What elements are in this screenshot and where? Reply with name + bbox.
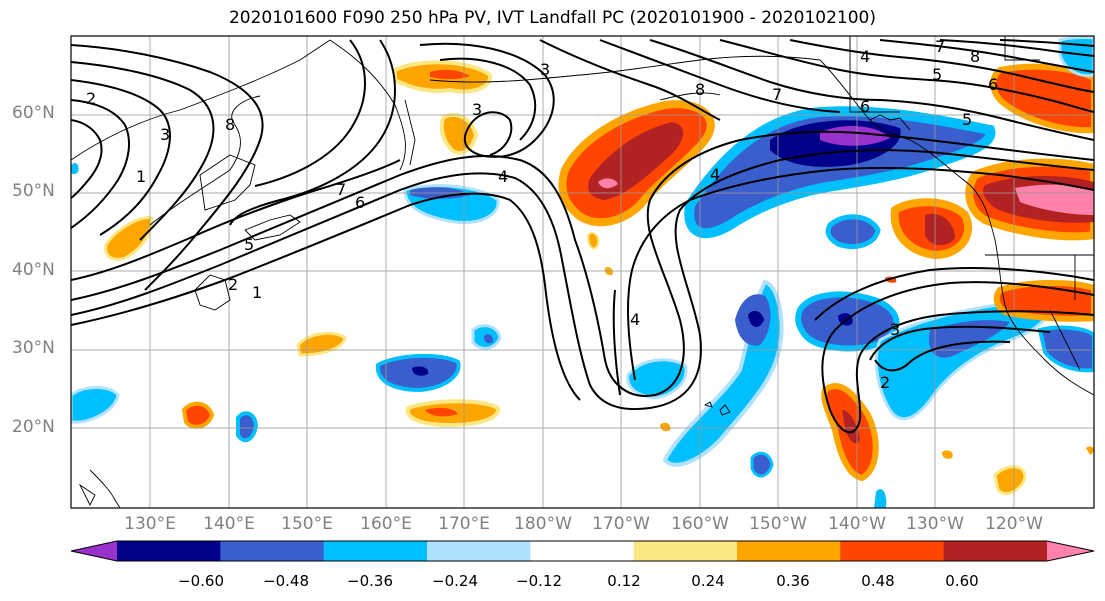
contour-label: 6 bbox=[355, 193, 365, 212]
contour-label: 4 bbox=[860, 47, 870, 66]
coastlines bbox=[71, 36, 1094, 508]
contour-label: 2 bbox=[228, 275, 238, 294]
lon-label: 130°W bbox=[906, 514, 964, 534]
colorbar-tick-label: −0.12 bbox=[516, 572, 562, 590]
colorbar-segment bbox=[737, 541, 841, 561]
lon-label: 180°W bbox=[514, 514, 572, 534]
colorbar-tick-label: 0.12 bbox=[607, 572, 641, 590]
contour-label: 7 bbox=[772, 85, 782, 104]
lat-label-60n: 60°N bbox=[12, 103, 55, 123]
colorbar-extend-high bbox=[1047, 541, 1094, 561]
contour-labels: 1 2 3 4 5 6 7 8 2 3 4 5 6 7 8 4 4 3 2 1 … bbox=[86, 37, 998, 392]
contour-label: 8 bbox=[225, 115, 235, 134]
contour-label: 4 bbox=[710, 165, 720, 184]
contour-label: 7 bbox=[935, 37, 945, 56]
lon-label: 170°W bbox=[592, 514, 650, 534]
contour-label: 5 bbox=[244, 235, 254, 254]
colorbar-segment bbox=[117, 541, 221, 561]
lon-label: 140°W bbox=[828, 514, 886, 534]
lon-label: 140°E bbox=[203, 514, 255, 534]
contour-label: 6 bbox=[860, 97, 870, 116]
lat-label-50n: 50°N bbox=[12, 181, 55, 201]
contour-label: 3 bbox=[540, 60, 550, 79]
colorbar-segment bbox=[943, 541, 1048, 561]
lat-label-20n: 20°N bbox=[12, 417, 55, 437]
map-frame bbox=[70, 35, 1095, 509]
contour-label: 7 bbox=[336, 180, 346, 199]
colorbar-segment bbox=[323, 541, 428, 561]
lon-label: 170°E bbox=[438, 514, 490, 534]
colorbar-extend-low bbox=[71, 541, 117, 561]
contour-label: 1 bbox=[136, 167, 146, 186]
contour-label: 5 bbox=[932, 65, 942, 84]
shading-layer bbox=[71, 36, 1094, 508]
lon-label: 150°E bbox=[281, 514, 333, 534]
colorbar-segment bbox=[530, 541, 635, 561]
lat-label-30n: 30°N bbox=[12, 338, 55, 358]
colorbar-tick-label: 0.60 bbox=[945, 572, 979, 590]
contour-label: 2 bbox=[880, 373, 890, 392]
contour-label: 3 bbox=[160, 125, 170, 144]
lat-label-40n: 40°N bbox=[12, 260, 55, 280]
lon-label: 150°W bbox=[749, 514, 807, 534]
colorbar-tick-label: −0.36 bbox=[347, 572, 393, 590]
colorbar bbox=[70, 540, 1095, 562]
colorbar-tick-label: 0.24 bbox=[691, 572, 725, 590]
colorbar-tick-label: 0.48 bbox=[861, 572, 895, 590]
pv-contours bbox=[71, 39, 1094, 434]
contour-label: 4 bbox=[498, 167, 508, 186]
lon-label: 120°W bbox=[985, 514, 1043, 534]
colorbar-segment bbox=[633, 541, 738, 561]
colorbar-tick-label: −0.24 bbox=[432, 572, 478, 590]
lon-label: 160°E bbox=[360, 514, 412, 534]
contour-label: 6 bbox=[988, 75, 998, 94]
colorbar-segment bbox=[427, 541, 531, 561]
map-title: 2020101600 F090 250 hPa PV, IVT Landfall… bbox=[228, 8, 876, 28]
contour-label: 8 bbox=[970, 47, 980, 66]
colorbar-tick-label: 0.36 bbox=[776, 572, 810, 590]
contour-label: 4 bbox=[630, 310, 640, 329]
lon-label: 130°E bbox=[124, 514, 176, 534]
colorbar-outline bbox=[70, 540, 1095, 562]
contour-label: 8 bbox=[695, 80, 705, 99]
contour-label: 1 bbox=[252, 283, 262, 302]
contour-label: 2 bbox=[86, 89, 96, 108]
colorbar-tick-label: −0.60 bbox=[178, 572, 224, 590]
colorbar-segment bbox=[220, 541, 325, 561]
colorbar-tick-label: −0.48 bbox=[263, 572, 309, 590]
contour-label: 5 bbox=[962, 110, 972, 129]
colorbar-segment bbox=[840, 541, 945, 561]
contour-label: 3 bbox=[890, 320, 900, 339]
lon-label: 160°W bbox=[671, 514, 729, 534]
contour-label: 3 bbox=[472, 100, 482, 119]
